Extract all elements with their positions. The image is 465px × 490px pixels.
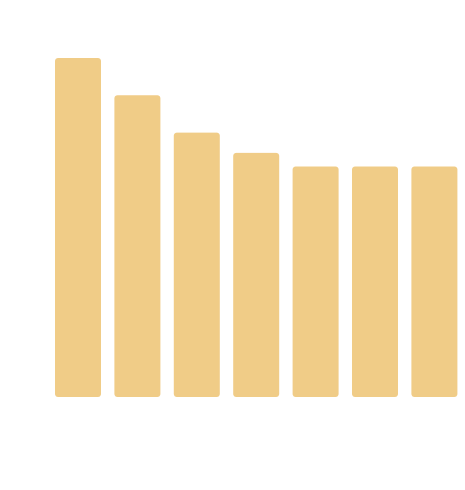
bar (411, 166, 458, 397)
bar (55, 58, 101, 397)
bar (114, 95, 161, 397)
bar (352, 166, 398, 397)
bar (173, 132, 220, 397)
bar (233, 152, 280, 397)
bar (292, 166, 339, 397)
